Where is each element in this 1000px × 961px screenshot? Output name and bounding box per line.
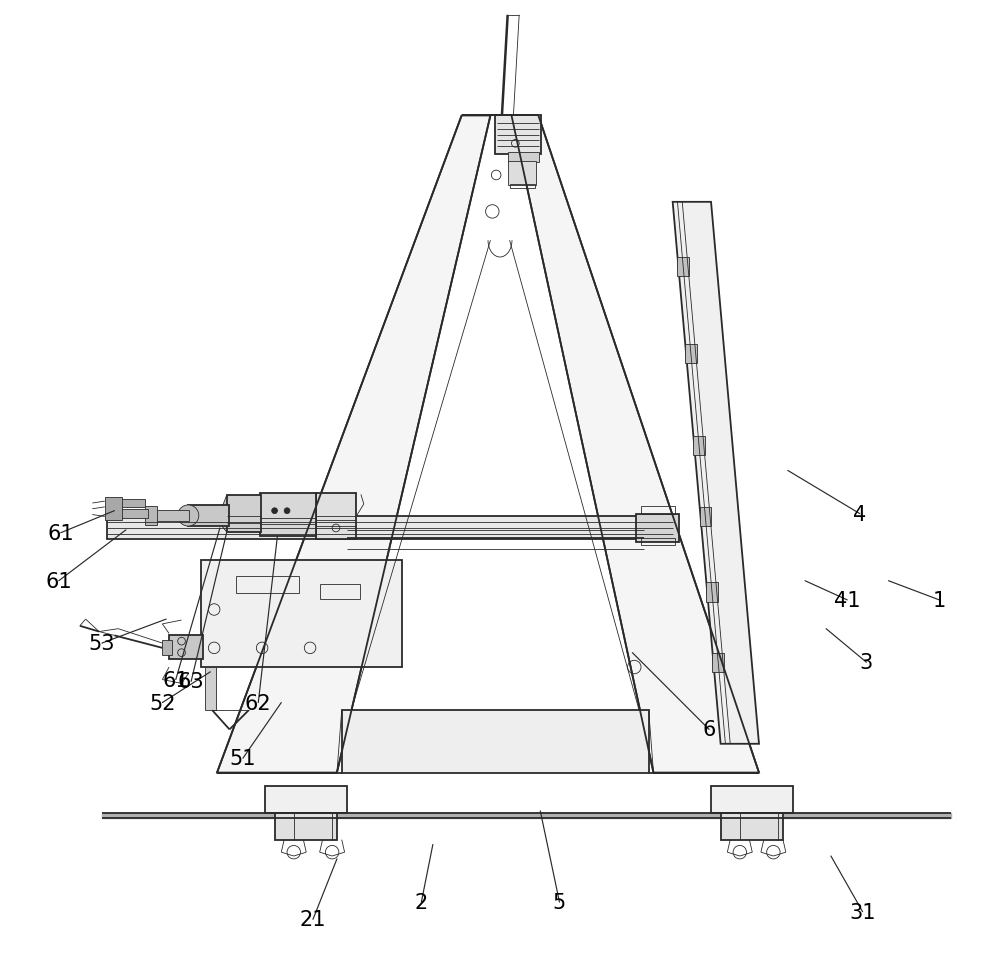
Polygon shape [217,116,490,773]
Bar [700,507,711,527]
Bar [342,710,649,773]
Bar [641,506,675,514]
Text: 63: 63 [178,672,204,692]
Text: 1: 1 [933,590,946,610]
Bar [201,560,402,667]
Polygon shape [217,496,227,532]
Bar [712,653,724,673]
Text: 53: 53 [89,633,115,653]
Bar [508,153,539,162]
Polygon shape [512,116,759,773]
Text: 31: 31 [849,901,876,922]
Text: 4: 4 [853,505,866,524]
Bar [510,185,535,189]
Bar [316,494,356,540]
Bar [636,514,679,543]
Circle shape [272,508,277,514]
Text: 61: 61 [162,670,189,690]
Bar [711,786,793,813]
Text: 2: 2 [415,892,428,912]
Text: 61: 61 [45,571,72,591]
Bar [706,582,718,602]
Bar [685,345,697,364]
Bar [693,436,705,456]
Text: 51: 51 [230,749,256,769]
Bar [265,786,347,813]
Circle shape [284,508,290,514]
Bar [188,505,229,527]
Bar [236,577,299,594]
Bar [721,813,783,840]
Bar [169,636,203,659]
Text: 5: 5 [553,892,566,912]
Bar [508,161,536,185]
Bar [260,494,316,536]
Bar [227,496,261,532]
Bar [641,538,675,546]
Polygon shape [673,203,759,744]
Text: 3: 3 [860,653,873,673]
Circle shape [178,505,199,527]
Text: 21: 21 [300,909,326,929]
Bar [275,813,337,840]
Text: 61: 61 [47,523,74,543]
Bar [205,667,216,710]
Bar [145,506,157,526]
Bar [320,584,360,600]
Text: 6: 6 [702,720,716,740]
Bar [153,510,189,522]
Bar [162,641,172,654]
Bar [677,258,689,277]
Bar [121,500,145,507]
Text: 62: 62 [245,693,272,713]
Bar [121,509,148,519]
Text: 52: 52 [149,693,176,713]
Bar [495,116,541,155]
Bar [107,517,673,540]
Bar [105,498,122,521]
Text: 41: 41 [834,590,860,610]
